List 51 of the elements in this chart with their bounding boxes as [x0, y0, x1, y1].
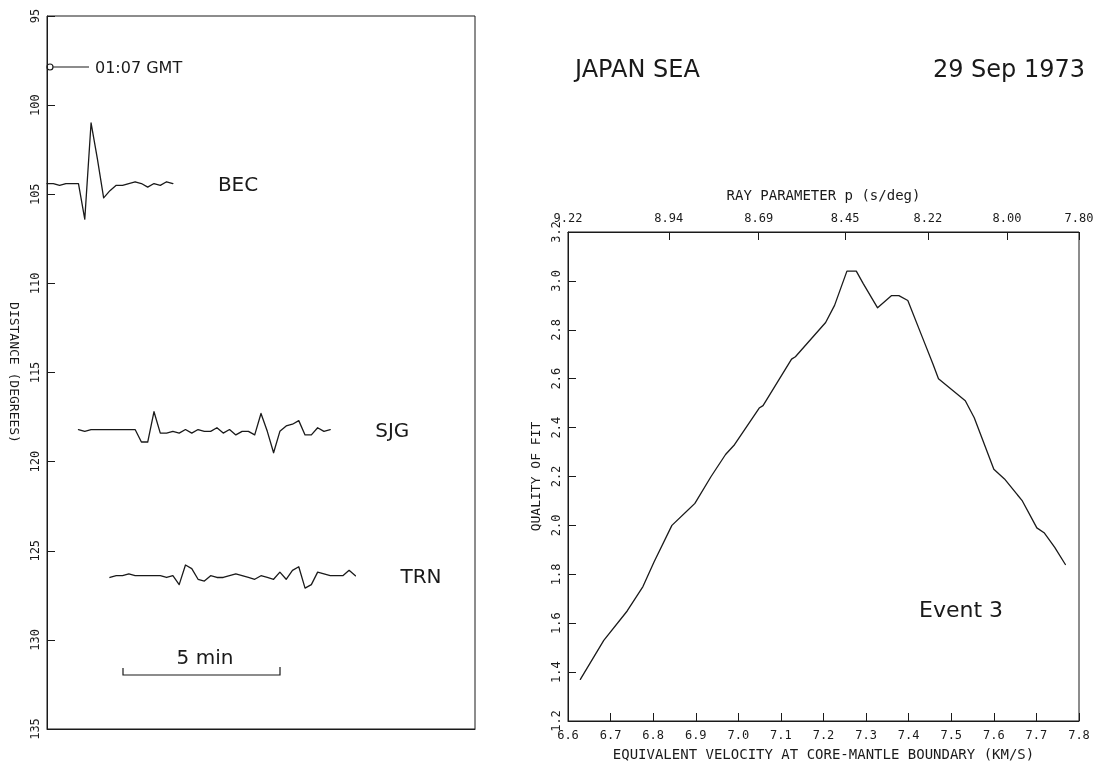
x-tick-label: 7.5: [940, 728, 963, 742]
y-tick-label: 1.6: [549, 612, 563, 635]
x-tick-label: 7.1: [770, 728, 792, 742]
x-tick-label: 7.0: [727, 728, 750, 742]
line-series: [109, 564, 357, 589]
x2-tick-label: 8.22: [913, 211, 943, 225]
x2-tick-label: 8.45: [830, 211, 860, 225]
y-tick-label: 2.8: [549, 318, 563, 341]
x-tick-label: 6.7: [599, 728, 622, 742]
x-axis-title: EQUIVALENT VELOCITY AT CORE-MANTLE BOUNDARY (KM/S): [612, 746, 1035, 762]
y-tick-label: 130: [28, 629, 42, 651]
x-tick-label: 6.8: [642, 728, 665, 742]
x-tick-label: 7.7: [1025, 728, 1048, 742]
y-tick-label: 125: [28, 539, 42, 562]
y-tick-label: 115: [28, 361, 42, 384]
y-tick-label: 135: [28, 718, 42, 740]
x-tick-label: 7.4: [897, 728, 920, 742]
text: TRN: [399, 563, 442, 588]
x2-tick-label: 8.00: [992, 211, 1022, 225]
y-tick-label: 2.0: [549, 514, 563, 537]
x-tick-label: 7.3: [855, 728, 877, 742]
line-series: [77, 411, 331, 454]
y-tick-label: 1.8: [549, 563, 563, 586]
x-tick-label: 7.8: [1068, 728, 1090, 742]
line-series: [579, 270, 1067, 681]
y-tick-label: 2.2: [549, 465, 563, 488]
y-axis-title: DISTANCE (DEGREES): [7, 302, 22, 443]
annotation: 5 min: [176, 645, 234, 669]
chart-subtitle: 29 Sep 1973: [932, 55, 1085, 83]
x2-tick-label: 7.80: [1064, 211, 1094, 225]
annotation: 01:07 GMT: [95, 57, 183, 77]
y-tick-label: 100: [28, 94, 42, 116]
x2-axis-title: RAY PARAMETER p (s/deg): [726, 187, 921, 203]
x-tick-label: 6.9: [684, 728, 707, 742]
x2-tick-label: 8.94: [654, 211, 684, 225]
annotation: Event 3: [918, 596, 1004, 622]
y-axis-title: QUALITY OF FIT: [528, 421, 543, 532]
y-tick-label: 110: [28, 272, 42, 295]
y-tick-label: 120: [28, 450, 42, 473]
chart-title: JAPAN SEA: [573, 55, 701, 83]
x-tick-label: 7.2: [812, 728, 835, 742]
x2-tick-label: 8.69: [744, 211, 774, 225]
y-tick-label: 95: [28, 8, 42, 24]
x-tick-label: 7.6: [982, 728, 1005, 742]
text: BEC: [217, 171, 259, 196]
text: SJG: [375, 417, 410, 442]
y-tick-label: 1.4: [549, 661, 563, 683]
y-tick-label: 2.6: [549, 367, 563, 390]
y-tick-label: 105: [28, 183, 42, 206]
y-tick-label: 2.4: [549, 416, 563, 439]
y-tick-label: 3.0: [549, 270, 563, 292]
